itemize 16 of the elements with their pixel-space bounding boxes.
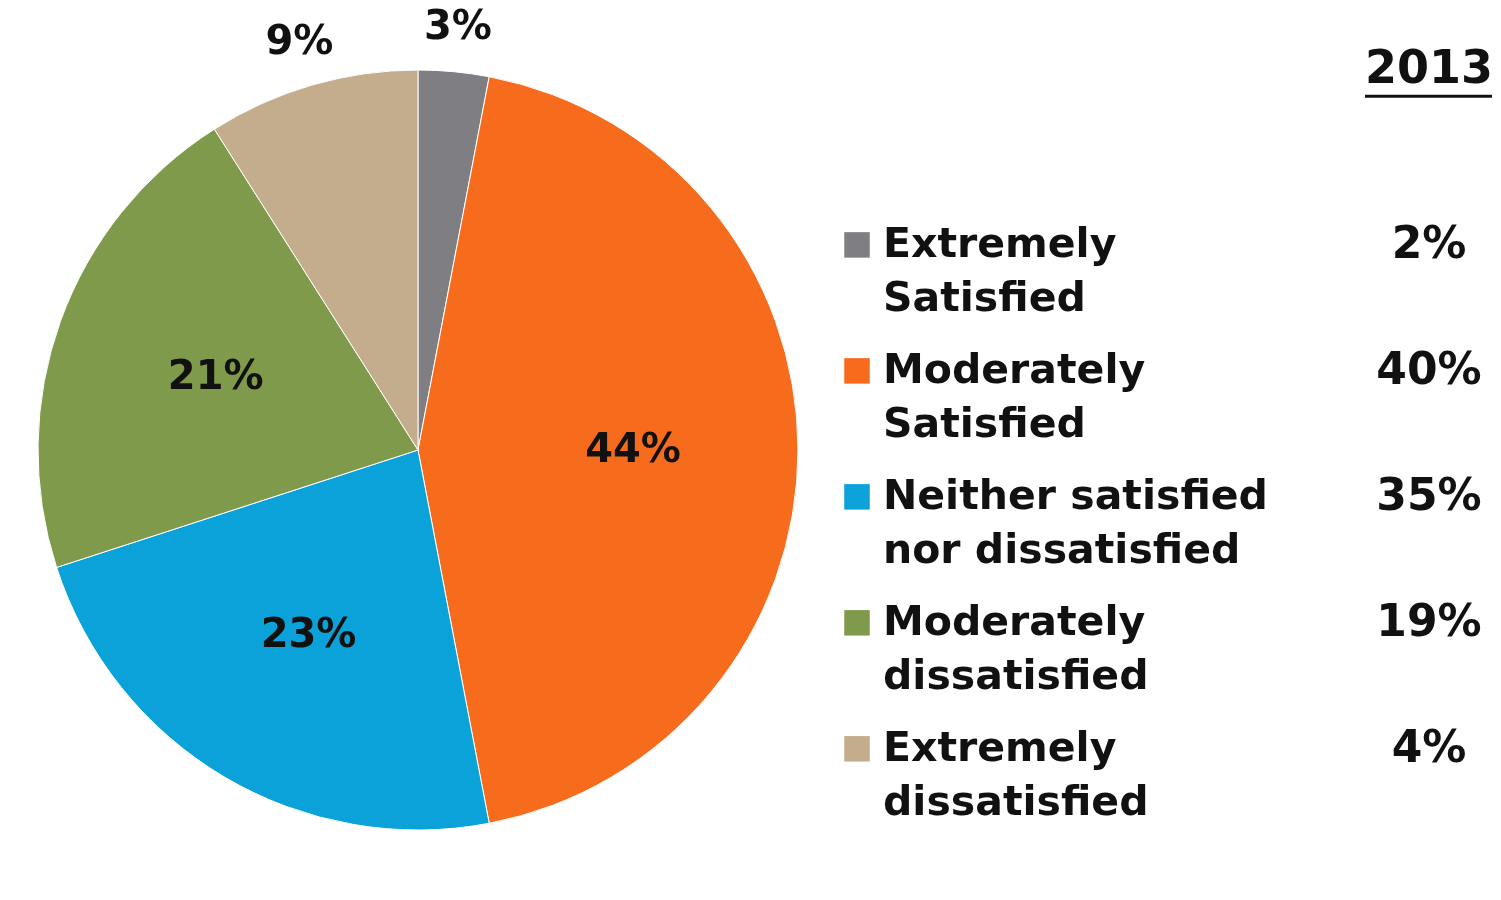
text: 2% xyxy=(1391,216,1467,268)
legend-label: Moderately dissatisfied xyxy=(883,596,1149,699)
data-label: 3% xyxy=(424,1,492,48)
text: 19% xyxy=(1376,594,1482,646)
data-label: 21% xyxy=(167,352,264,399)
legend-label: Moderately Satisfied xyxy=(883,344,1146,447)
data-label: 44% xyxy=(585,425,681,471)
text: 35% xyxy=(1376,468,1482,520)
text: 40% xyxy=(1376,342,1482,394)
text: 4% xyxy=(1391,720,1467,772)
data-label: 9% xyxy=(265,16,334,63)
legend-label: Extremely Satisfied xyxy=(883,218,1117,321)
legend-label: Neither satisfied nor dissatisfied xyxy=(883,470,1268,573)
legend-label: Extremely dissatisfied xyxy=(883,722,1149,825)
data-label: 23% xyxy=(260,610,357,657)
text: 2013 xyxy=(1364,39,1494,94)
